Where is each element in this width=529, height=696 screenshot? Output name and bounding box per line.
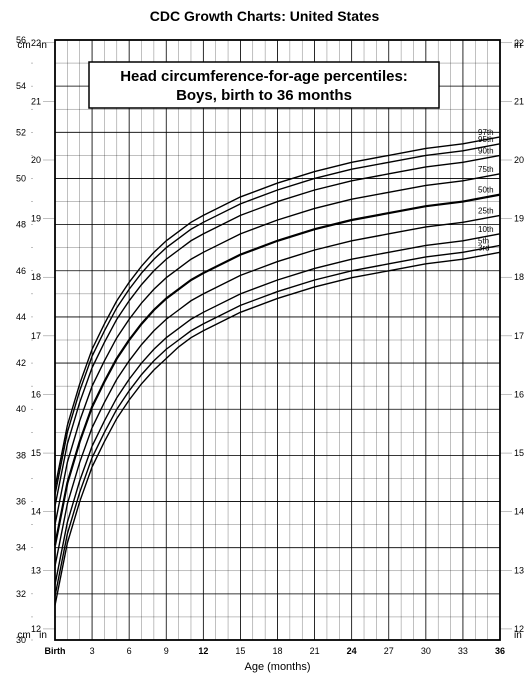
x-axis-title: Age (months) — [244, 661, 310, 673]
x-tick-label: 27 — [384, 646, 394, 656]
y-cm-label: 52 — [16, 127, 26, 137]
y-in-left-label: 21 — [31, 96, 41, 106]
y-in-right-label: 13 — [514, 565, 524, 575]
x-tick-label: 18 — [272, 646, 282, 656]
unit-cm-top: cm — [17, 40, 30, 51]
y-cm-label: 36 — [16, 497, 26, 507]
y-in-left-label: 16 — [31, 389, 41, 399]
y-in-right-label: 21 — [514, 96, 524, 106]
y-cm-label: 48 — [16, 220, 26, 230]
x-tick-label: 36 — [495, 646, 505, 656]
y-in-right-label: 19 — [514, 214, 524, 224]
y-in-left-label: 18 — [31, 272, 41, 282]
x-tick-label: 15 — [235, 646, 245, 656]
percentile-label: 75th — [478, 165, 494, 174]
x-tick-label: 6 — [127, 646, 132, 656]
unit-in-top-r: in — [514, 40, 522, 51]
y-in-left-label: 19 — [31, 214, 41, 224]
y-cm-label: 44 — [16, 312, 26, 322]
x-tick-label: 9 — [164, 646, 169, 656]
x-tick-label: 33 — [458, 646, 468, 656]
unit-in-bot-r: in — [514, 630, 522, 641]
unit-in-bot-l: in — [39, 630, 47, 641]
y-in-right-label: 14 — [514, 507, 524, 517]
subtitle-line1: Head circumference-for-age percentiles: — [120, 68, 408, 85]
y-in-left-label: 20 — [31, 155, 41, 165]
growth-chart: Birth36912151821242730333630323436384042… — [0, 0, 529, 696]
y-in-right-label: 18 — [514, 272, 524, 282]
y-cm-label: 38 — [16, 450, 26, 460]
x-tick-label: Birth — [45, 646, 66, 656]
unit-in-top-l: in — [39, 40, 47, 51]
y-in-left-label: 14 — [31, 507, 41, 517]
y-in-left-label: 17 — [31, 331, 41, 341]
x-tick-label: 21 — [310, 646, 320, 656]
y-cm-label: 54 — [16, 81, 26, 91]
x-tick-label: 24 — [347, 646, 357, 656]
y-in-right-label: 17 — [514, 331, 524, 341]
y-cm-label: 34 — [16, 543, 26, 553]
percentile-label: 10th — [478, 225, 494, 234]
y-cm-label: 40 — [16, 404, 26, 414]
page-title: CDC Growth Charts: United States — [0, 8, 529, 24]
percentile-label: 50th — [478, 186, 494, 195]
x-tick-label: 3 — [90, 646, 95, 656]
x-tick-label: 30 — [421, 646, 431, 656]
y-in-left-label: 13 — [31, 565, 41, 575]
y-in-right-label: 15 — [514, 448, 524, 458]
y-in-right-label: 16 — [514, 389, 524, 399]
y-cm-label: 46 — [16, 266, 26, 276]
y-in-right-label: 20 — [514, 155, 524, 165]
y-cm-label: 50 — [16, 173, 26, 183]
y-cm-label: 42 — [16, 358, 26, 368]
subtitle-line2: Boys, birth to 36 months — [176, 87, 352, 104]
y-cm-label: 32 — [16, 589, 26, 599]
percentile-label: 97th — [478, 128, 494, 137]
percentile-label: 25th — [478, 206, 494, 215]
y-in-left-label: 15 — [31, 448, 41, 458]
unit-cm-bot: cm — [17, 630, 30, 641]
x-tick-label: 12 — [198, 646, 208, 656]
